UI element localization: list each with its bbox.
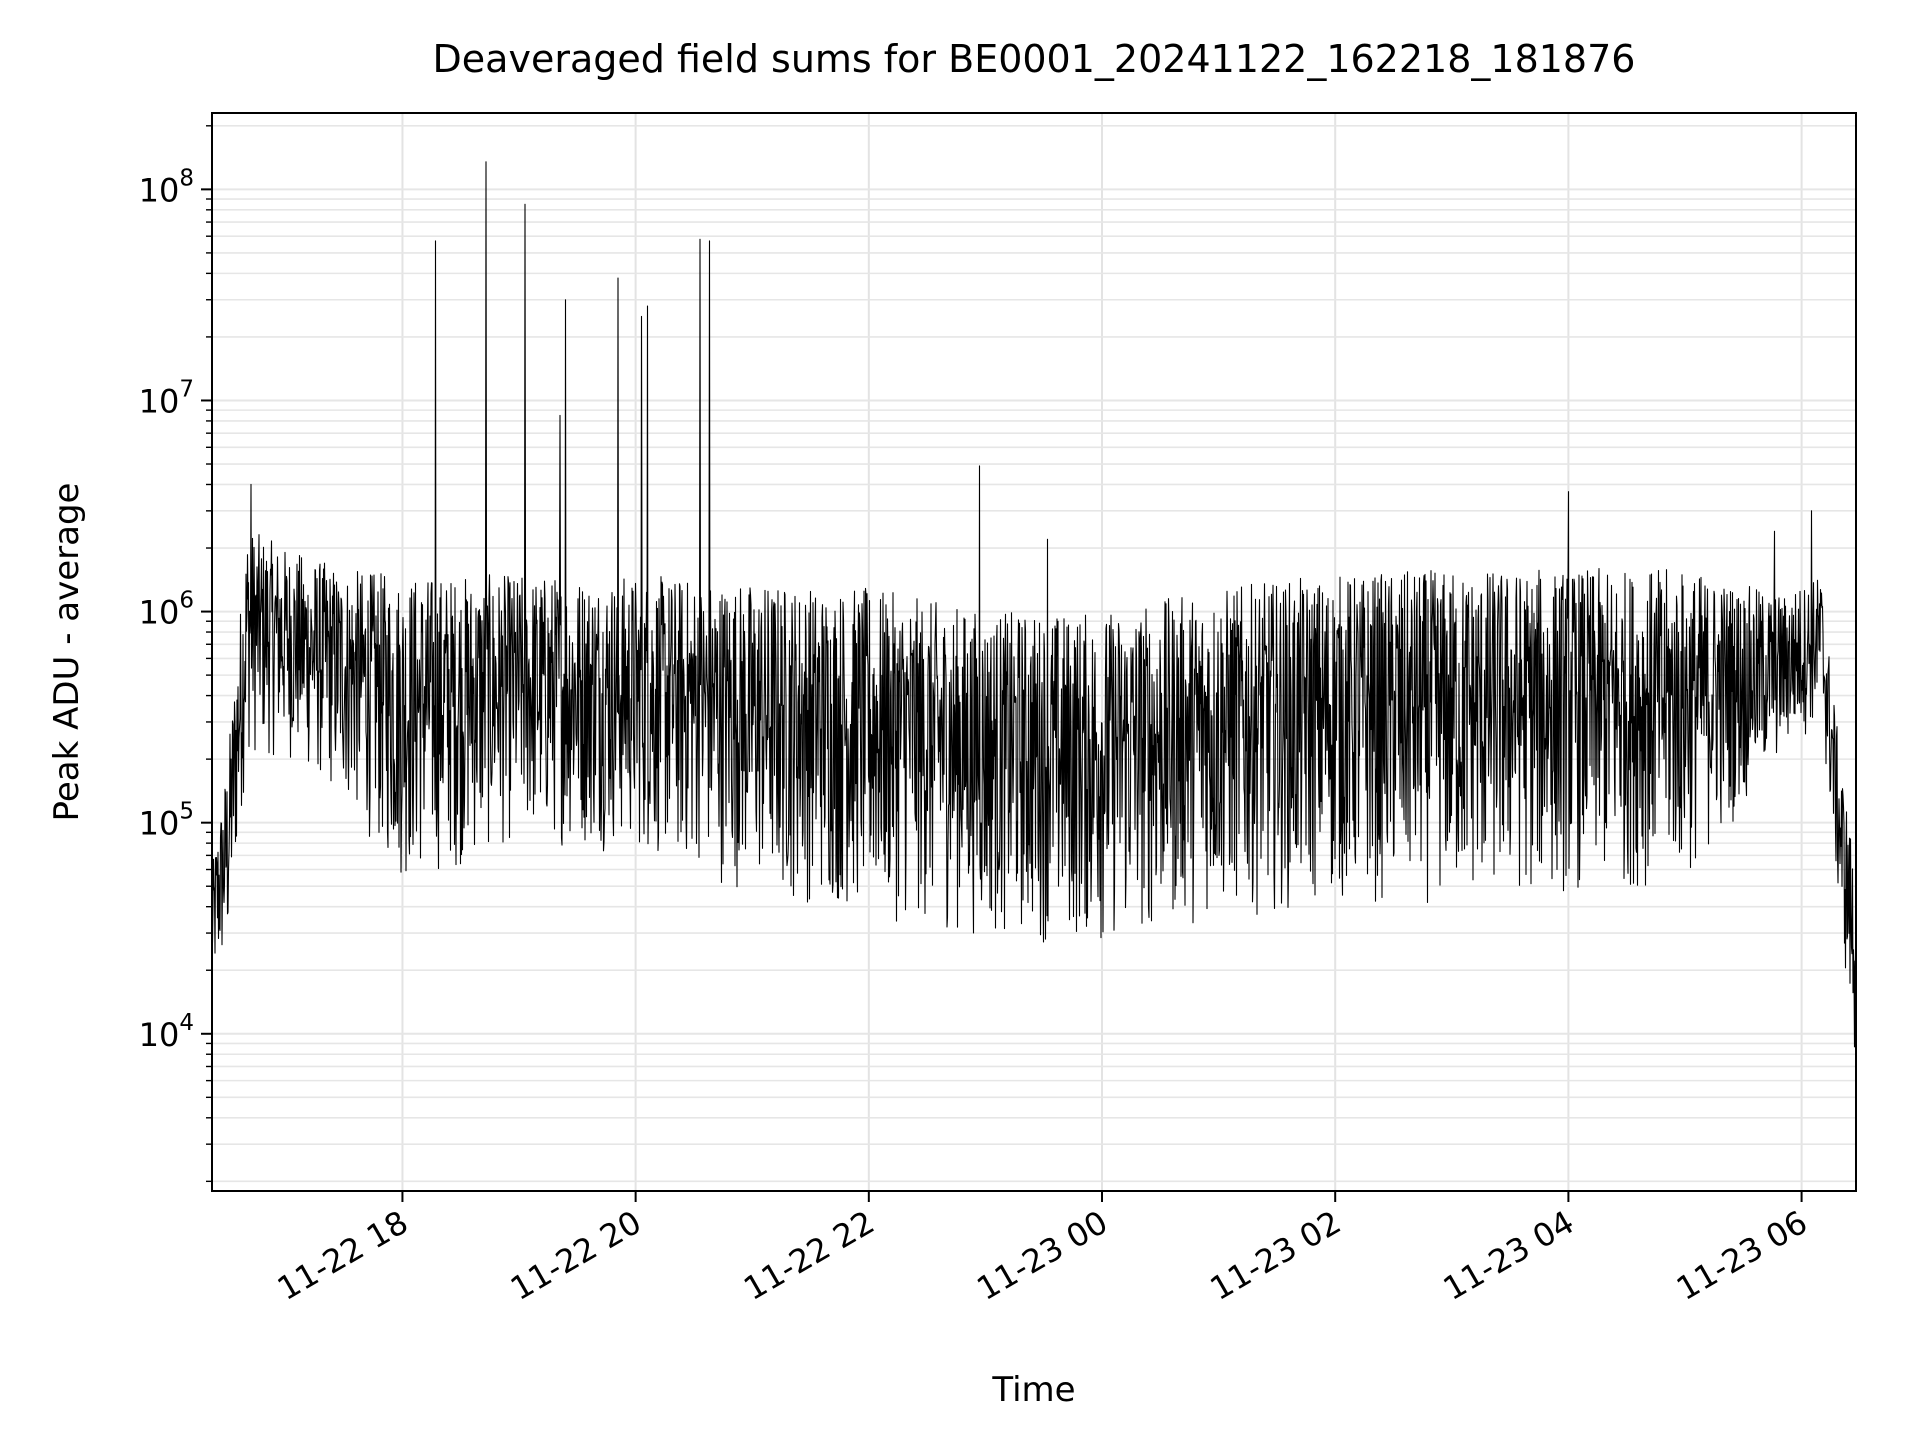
grid-lines — [212, 113, 1856, 1191]
y-tick-label: 108 — [139, 165, 194, 209]
y-axis-label: Peak ADU - average — [47, 483, 87, 822]
data-series — [211, 161, 1857, 1052]
plot-frame — [211, 112, 1857, 1192]
y-axis: 104 105 106 107 108 — [139, 125, 212, 1183]
y-tick-label: 107 — [139, 376, 194, 420]
y-tick-label: 104 — [139, 1010, 194, 1054]
y-tick-label: 106 — [139, 588, 194, 632]
series-line — [211, 161, 1857, 1052]
chart-title: Deaveraged field sums for BE0001_2024112… — [433, 37, 1636, 81]
x-axis-label: Time — [991, 1370, 1075, 1410]
y-tick-label: 105 — [139, 799, 194, 843]
